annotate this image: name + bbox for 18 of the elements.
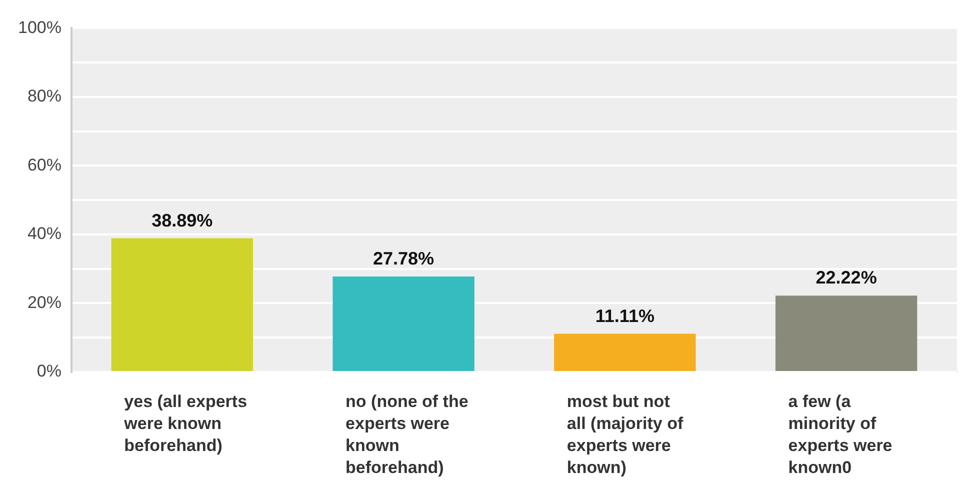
y-tick-label: 0% [36, 362, 62, 381]
x-tick-label: a few (a minority of experts were known0 [788, 392, 892, 478]
y-tick-label: 80% [27, 86, 62, 106]
bar [554, 334, 696, 371]
data-label: 22.22% [816, 268, 877, 288]
bar [775, 296, 918, 371]
y-tick-label: 40% [27, 224, 62, 244]
data-label: 38.89% [152, 210, 213, 230]
y-tick-label: 60% [27, 155, 62, 174]
bar [111, 238, 254, 371]
x-tick-label: most but not all (majority of experts were known) [566, 392, 684, 478]
data-label: 27.78% [373, 248, 434, 268]
x-tick-label: yes (all experts were known beforehand) [123, 392, 248, 456]
x-tick-label: no (none of the experts were known beforehand) [346, 392, 468, 478]
y-tick-label: 100% [18, 18, 62, 37]
bar [332, 276, 474, 371]
y-tick-label: 20% [27, 292, 62, 312]
data-label: 11.11% [595, 306, 654, 326]
